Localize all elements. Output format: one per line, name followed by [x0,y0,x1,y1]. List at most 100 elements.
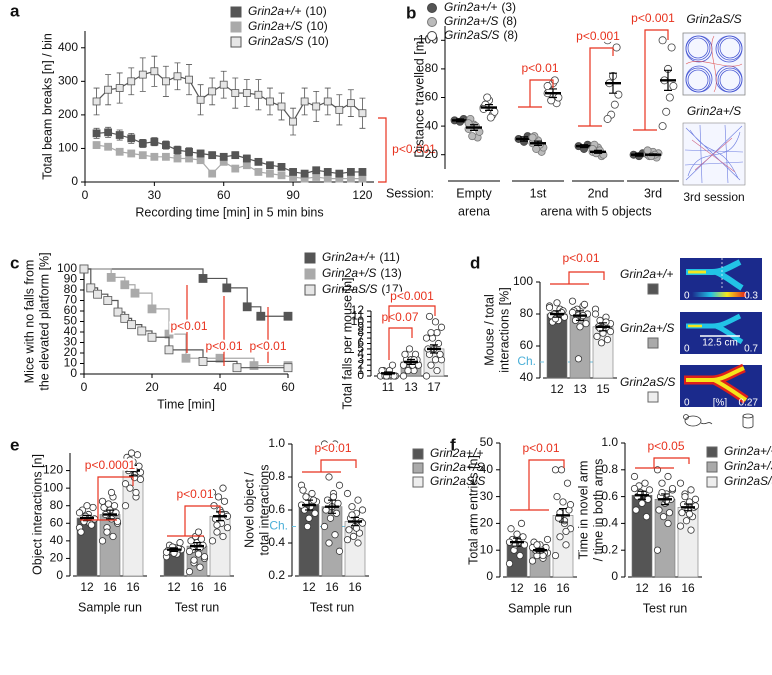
data-point [547,96,556,105]
y-tick-label: 60 [520,338,534,352]
data-point [348,503,356,511]
y-tick-label: 70 [64,293,78,307]
legend-name: Grin2a+/S [322,266,376,280]
legend-marker [304,268,316,280]
data-point [320,440,329,448]
data-point [551,315,560,323]
legend-label: Grin2aS/S (8) [444,28,518,42]
p-value: p<0.01 [522,441,559,455]
category-label: 13 [404,380,418,394]
p-value: p<0.01 [170,319,207,333]
data-point [223,524,232,532]
p-value: p<0.001 [390,289,434,303]
data-point [464,119,473,128]
x-tick-label: 90 [286,188,300,202]
data-point [681,492,689,501]
category-label: 16 [103,580,117,594]
session-label: Session: [386,186,434,200]
data-point [104,85,113,94]
category-label: 12 [635,581,649,595]
data-point [289,117,297,126]
y-tick-label: 4 [357,347,364,361]
legend-name: Grin2aS/S [444,28,499,42]
category-label: 11 [382,380,395,394]
p-value: p<0.01 [562,251,599,265]
x-tick-label: 40 [213,380,227,394]
heatmap-label: 12.5 cm [702,338,738,349]
data-point [593,332,601,340]
legend-marker [304,252,316,264]
legend-count: (11) [379,250,399,264]
legend-name: Grin2aS/S [322,282,377,296]
data-point [115,131,124,139]
y-tick-label: 0 [70,366,77,380]
data-point [665,509,674,517]
y-tick-label: 0 [357,368,364,382]
y-tick-label: 50 [480,435,494,449]
data-point [106,272,116,282]
data-point [277,171,286,180]
data-point [346,168,355,176]
data-point [220,497,229,505]
data-point [662,107,671,116]
data-point [641,479,649,487]
x-tick-label: 60 [217,188,231,202]
y-tick-label: 20 [425,147,439,161]
panel-letter: d [470,253,480,272]
y-tick-label: 3 [357,352,364,366]
data-point [120,280,130,290]
data-point [642,513,651,521]
data-point [630,472,639,481]
data-point [559,498,567,506]
legend-label: Grin2aS/S [430,474,485,488]
category-label: 15 [596,382,610,396]
category-label: 16 [126,580,140,594]
data-point [196,149,205,158]
legend-count: (8) [503,28,518,42]
data-point [358,109,367,118]
data-point [185,568,194,576]
y-tick-label: 20 [50,551,64,565]
significance-bracket [635,457,690,469]
data-point [563,479,572,487]
data-point [668,484,677,493]
legend-name: Grin2a+/S [248,19,302,33]
data-point [137,326,147,336]
data-point [543,82,552,91]
data-point [132,488,140,497]
category-label: Empty [456,186,492,200]
data-point [104,128,113,137]
inset-caption: 3rd session [683,190,744,204]
data-point [121,502,130,510]
x-axis-label: Recording time [min] in 5 min bins [135,205,323,219]
legend-marker [230,21,242,33]
data-point [110,502,119,510]
heatmap-label: 0.27 [739,398,759,409]
legend-marker [230,36,242,48]
data-point [219,484,227,492]
data-point [127,77,136,86]
data-point [405,345,414,353]
legend-marker [412,448,424,460]
data-point [468,132,477,141]
data-point [580,300,589,308]
data-point [219,80,228,89]
data-point [242,302,252,312]
category-label: 16 [213,580,227,594]
heatmap-label: 0 [684,344,690,355]
data-point [422,334,431,342]
data-point [658,479,666,487]
legend-marker [706,461,718,473]
chance-label: Ch. [517,354,536,368]
heatmap-label: 0 [684,291,690,302]
y-axis-label: Total beam breaks [n] / bin [40,33,54,180]
y-tick-label: 8 [357,325,364,339]
genotype-marker [647,337,659,349]
data-point [231,164,240,173]
data-point [630,484,639,493]
data-point [658,122,667,131]
heatmap-hs [680,312,762,354]
legend-name: Grin2a+/+ [322,250,375,264]
category-label: 12 [550,382,564,396]
